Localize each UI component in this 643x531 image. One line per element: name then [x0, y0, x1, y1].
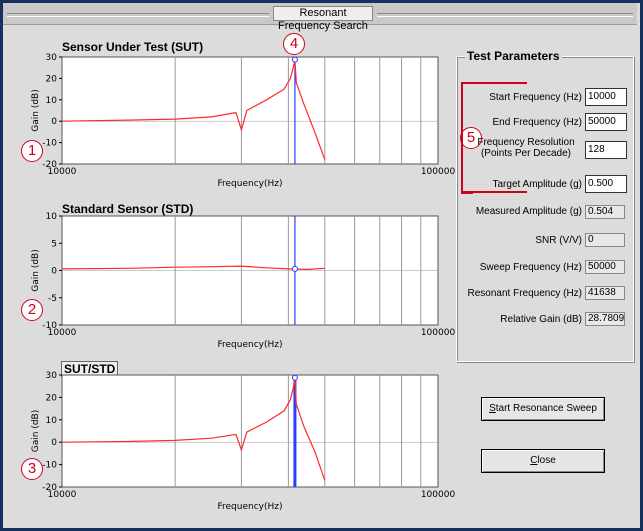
gain-curve: [61, 59, 326, 160]
title-bar: Resonant Frequency Search: [3, 3, 637, 32]
x-axis-label: Frequency(Hz): [217, 340, 282, 350]
end-frequency-label: End Frequency (Hz): [492, 117, 582, 128]
y-axis-label: Gain (dB): [31, 89, 41, 131]
sut-plot-title: Sensor Under Test (SUT): [62, 40, 204, 54]
window-title: Resonant Frequency Search: [273, 6, 373, 32]
snr-label: SNR (V/V): [535, 235, 582, 246]
y-tick-label: 0: [51, 438, 57, 448]
start-resonance-sweep-button[interactable]: Start Resonance Sweep: [481, 397, 605, 421]
callout-4: 4: [283, 33, 305, 55]
y-tick-label: 20: [46, 74, 58, 84]
x-tick-label: 10000: [48, 167, 77, 177]
callout-bracket-top: [461, 82, 527, 84]
x-tick-label: 10000: [48, 490, 77, 500]
x-tick-label: 100000: [421, 167, 456, 177]
end-frequency-input[interactable]: 50000: [585, 113, 627, 131]
callout-5: 5: [460, 127, 482, 149]
snr-value: 0: [585, 233, 625, 247]
y-tick-label: -5: [48, 294, 57, 304]
callout-bracket-bottom: [461, 191, 527, 193]
y-axis-label: Gain (dB): [31, 249, 41, 291]
y-tick-label: 5: [51, 239, 57, 249]
start-button-mnemonic: S: [489, 403, 496, 414]
y-tick-label: 10: [46, 212, 58, 222]
peak-marker: [291, 374, 298, 381]
y-tick-label: 10: [46, 416, 58, 426]
relative-gain-label: Relative Gain (dB): [500, 314, 582, 325]
y-tick-label: 30: [46, 53, 58, 63]
callout-2: 2: [21, 299, 43, 321]
resonant-frequency-label: Resonant Frequency (Hz): [467, 288, 583, 299]
measured-amplitude-label: Measured Amplitude (g): [475, 206, 582, 217]
y-tick-label: 0: [51, 267, 57, 277]
x-tick-label: 10000: [48, 328, 77, 338]
frequency-resolution-input[interactable]: 128: [585, 141, 627, 159]
gain-curve: [61, 265, 325, 271]
y-tick-label: 20: [46, 393, 58, 403]
start-frequency-input[interactable]: 10000: [585, 88, 627, 106]
y-tick-label: -20: [42, 483, 57, 493]
title-rule-right: [377, 13, 633, 17]
y-tick-label: 30: [46, 371, 58, 381]
y-tick-label: -10: [42, 139, 57, 149]
frequency-resolution-label-line1: Frequency Resolution: [477, 137, 575, 148]
x-axis-label: Frequency(Hz): [217, 179, 282, 189]
close-button-label: lose: [537, 455, 556, 466]
y-tick-label: -10: [42, 321, 57, 331]
plot-area: [61, 56, 439, 165]
y-tick-label: 0: [51, 117, 57, 127]
sweep-frequency-value: 50000: [585, 260, 625, 274]
frequency-resolution-label-line2: (Points Per Decade): [480, 148, 572, 159]
x-tick-label: 100000: [421, 490, 456, 500]
peak-marker: [291, 265, 298, 272]
test-parameters-panel: Test Parameters: [456, 49, 634, 362]
y-tick-label: -10: [42, 461, 57, 471]
std-plot-title: Standard Sensor (STD): [62, 202, 194, 216]
resonant-frequency-value: 41638: [585, 286, 625, 300]
close-button[interactable]: Close: [481, 449, 605, 473]
start-button-label: tart Resonance Sweep: [495, 403, 597, 414]
close-button-mnemonic: C: [530, 455, 538, 466]
x-tick-label: 100000: [421, 328, 456, 338]
peak-marker: [291, 56, 298, 63]
test-parameters-title: Test Parameters: [465, 49, 562, 63]
callout-1: 1: [21, 140, 43, 162]
start-frequency-label: Start Frequency (Hz): [489, 92, 582, 103]
callout-bracket: [461, 82, 473, 194]
ratio-plot-title: SUT/STD: [61, 361, 119, 377]
target-amplitude-label: Target Amplitude (g): [492, 179, 583, 190]
y-axis-label: Gain (dB): [31, 410, 41, 452]
x-axis-label: Frequency(Hz): [217, 502, 282, 512]
y-tick-label: -20: [42, 160, 57, 170]
y-tick-label: 10: [46, 96, 58, 106]
sweep-frequency-label: Sweep Frequency (Hz): [479, 262, 582, 273]
relative-gain-value: 28.7809: [585, 312, 625, 326]
gain-curve: [61, 377, 326, 481]
target-amplitude-input[interactable]: 0.500: [585, 175, 627, 193]
callout-3: 3: [21, 458, 43, 480]
measured-amplitude-value: 0.504: [585, 205, 625, 219]
frequency-resolution-label: Frequency Resolution (Points Per Decade): [470, 137, 582, 159]
title-rule-left: [7, 13, 269, 17]
